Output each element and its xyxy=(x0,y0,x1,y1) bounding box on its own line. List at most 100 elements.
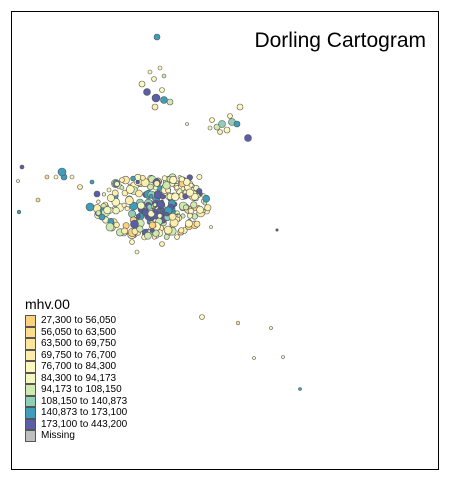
map-circle xyxy=(138,80,146,88)
map-circle xyxy=(186,212,193,219)
map-circle xyxy=(16,209,22,215)
map-circle xyxy=(176,213,181,218)
map-circle xyxy=(184,219,193,228)
map-circle xyxy=(166,98,174,106)
legend-swatch xyxy=(25,361,36,373)
legend-swatch xyxy=(25,407,36,419)
map-circle xyxy=(140,175,146,181)
map-circle xyxy=(129,239,135,245)
legend-swatch xyxy=(25,395,36,407)
map-circle xyxy=(114,181,120,187)
map-circle xyxy=(135,189,143,198)
map-circle xyxy=(95,210,102,216)
legend-label: 63,500 to 69,750 xyxy=(41,338,117,349)
map-circle xyxy=(144,231,152,240)
map-circle xyxy=(105,222,115,232)
map-circle xyxy=(85,202,95,212)
legend-row: 27,300 to 56,050 xyxy=(25,315,127,327)
legend-row: 63,500 to 69,750 xyxy=(25,338,127,350)
map-circle xyxy=(135,180,140,185)
map-circle xyxy=(35,197,41,203)
map-circle xyxy=(96,199,101,204)
map-circle xyxy=(188,182,194,188)
legend-row: 140,873 to 173,100 xyxy=(25,407,127,419)
map-circle xyxy=(157,213,163,219)
legend-row: 84,300 to 94,173 xyxy=(25,372,127,384)
map-circle xyxy=(190,201,198,209)
map-circle xyxy=(57,167,67,177)
map-circle xyxy=(160,194,166,200)
map-circle xyxy=(93,190,101,198)
dorling-cartogram-map xyxy=(16,33,302,391)
map-circle xyxy=(236,103,244,111)
map-circle xyxy=(119,177,125,183)
map-circle xyxy=(223,126,231,134)
map-circle xyxy=(124,206,130,212)
map-circle xyxy=(196,188,203,195)
legend-row: 56,050 to 63,500 xyxy=(25,326,127,338)
legend-row: 69,750 to 76,700 xyxy=(25,349,127,361)
map-circle xyxy=(146,204,153,210)
map-circle xyxy=(157,65,163,71)
map-circle xyxy=(89,179,95,185)
map-circle xyxy=(169,176,178,185)
map-circle xyxy=(227,113,233,119)
map-circle xyxy=(161,73,167,79)
map-circle xyxy=(233,120,241,128)
map-circle xyxy=(125,196,134,205)
map-circle xyxy=(121,227,128,235)
map-circle xyxy=(252,356,256,360)
map-circle xyxy=(180,186,186,191)
map-circle xyxy=(134,249,140,255)
map-circle xyxy=(269,326,273,330)
legend-title: mhv.00 xyxy=(25,296,70,312)
map-circle xyxy=(103,206,112,215)
map-circle xyxy=(218,120,226,128)
legend-swatch xyxy=(25,372,36,384)
map-circle xyxy=(171,192,180,201)
map-legend: mhv.00 27,300 to 56,050 56,050 to 63,500 6… xyxy=(25,296,127,442)
legend-swatch xyxy=(25,430,36,442)
map-circle xyxy=(143,88,151,96)
legend-row: 94,173 to 108,150 xyxy=(25,384,127,396)
map-circle xyxy=(275,228,279,232)
legend-label: Missing xyxy=(41,430,75,441)
map-circle xyxy=(178,176,185,183)
map-title: Dorling Cartogram xyxy=(254,29,426,52)
legend-row: Missing xyxy=(25,430,127,442)
map-circle xyxy=(163,233,170,240)
map-circle xyxy=(164,212,170,217)
map-circle xyxy=(160,207,166,213)
legend-label: 94,173 to 108,150 xyxy=(41,384,122,395)
map-circle xyxy=(151,103,159,111)
legend-swatch xyxy=(25,349,36,361)
map-circle xyxy=(156,200,165,209)
map-circle xyxy=(112,206,120,215)
map-circle xyxy=(168,212,177,221)
legend-label: 140,873 to 173,100 xyxy=(41,407,128,418)
map-circle xyxy=(69,174,75,180)
map-circle xyxy=(199,314,205,320)
map-circle xyxy=(153,33,161,41)
map-circle xyxy=(98,213,106,221)
map-circle xyxy=(53,174,59,180)
map-circle xyxy=(244,134,252,142)
map-circle xyxy=(209,117,215,123)
map-circle xyxy=(128,209,136,218)
map-circle xyxy=(44,174,50,180)
map-circle xyxy=(174,185,180,191)
legend-swatch xyxy=(25,338,36,350)
legend-label: 173,100 to 443,200 xyxy=(41,418,128,430)
map-circle xyxy=(136,225,144,233)
legend-label: 108,150 to 140,873 xyxy=(41,395,128,407)
legend-label: 84,300 to 94,173 xyxy=(41,372,117,384)
map-circle xyxy=(159,87,165,93)
map-circle xyxy=(126,185,135,194)
map-circle xyxy=(152,208,158,214)
map-circle xyxy=(151,76,157,82)
map-circle xyxy=(161,175,168,181)
legend-label: 76,700 to 84,300 xyxy=(41,361,117,372)
map-circle xyxy=(204,204,212,212)
map-circle xyxy=(121,189,129,197)
map-circle xyxy=(163,225,173,235)
